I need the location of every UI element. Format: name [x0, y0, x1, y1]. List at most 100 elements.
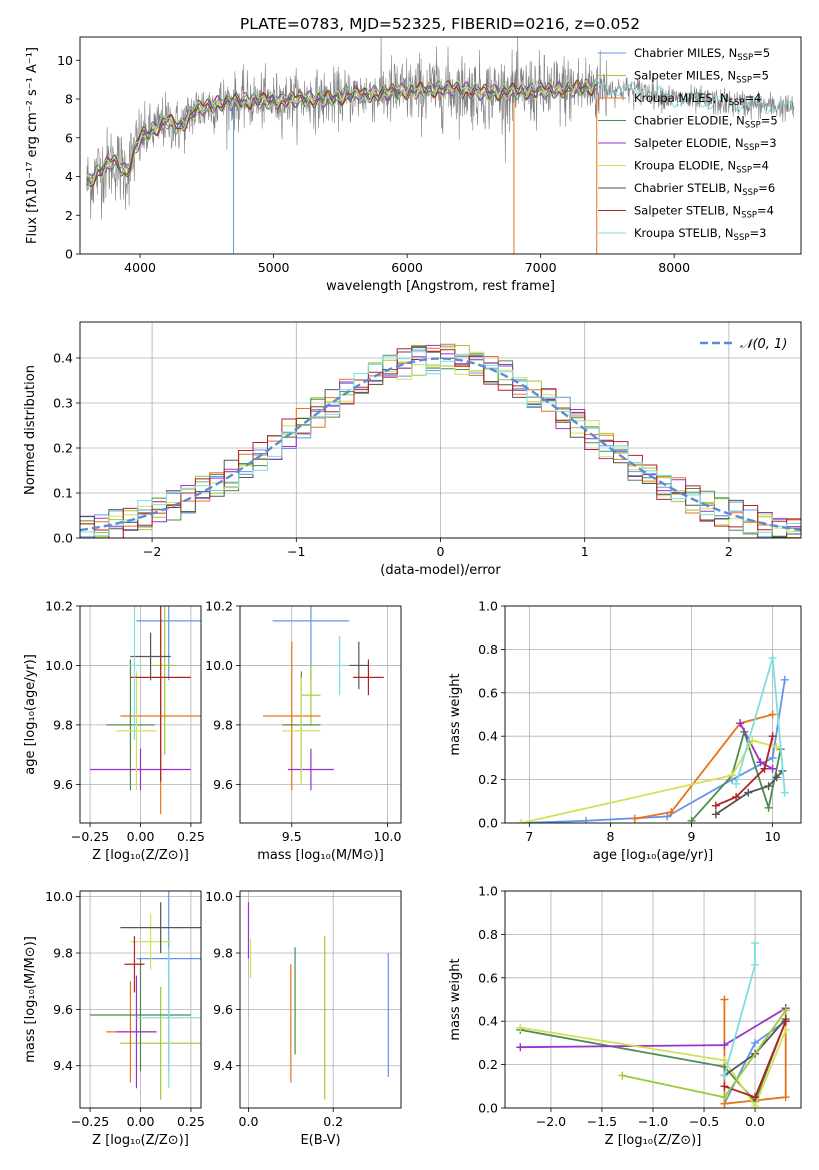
mass-weight-marker: [720, 1082, 729, 1091]
error-bar-point: [90, 748, 191, 791]
y-tick-label: 0.0: [478, 816, 498, 831]
mass-weight-marker: [516, 1043, 525, 1052]
mass-weight-marker: [720, 1071, 729, 1080]
mass-weight-marker: [780, 675, 789, 684]
x-tick-label: −2: [143, 544, 161, 559]
y-tick-label: 6: [65, 130, 73, 145]
x-tick-label: −1.5: [587, 1114, 617, 1129]
y-axis-label: mass weight: [448, 958, 463, 1040]
legend-entry: Kroupa MILES, NSSP=4: [634, 91, 761, 108]
x-axis-label: (data-model)/error: [380, 563, 501, 578]
y-tick-label: 9.6: [213, 777, 233, 792]
axes-frame: [504, 605, 802, 824]
y-tick-label: 9.6: [53, 777, 73, 792]
error-bar-point: [130, 913, 171, 970]
mass-weight-marker: [517, 819, 526, 823]
residuals-plot-area: [80, 343, 801, 538]
x-tick-label: 9: [688, 829, 696, 844]
y-tick-label: 10: [57, 53, 73, 68]
mass-weight-marker: [720, 1093, 729, 1102]
y-tick-label: 0.4: [478, 729, 498, 744]
mass-weight-marker: [744, 788, 753, 797]
axes-frame: [79, 890, 202, 1109]
y-tick-label: 9.6: [53, 1002, 73, 1017]
legend-entry: Chabrier MILES, NSSP=5: [634, 46, 770, 63]
mass-weight-series: [634, 713, 773, 820]
spectrum-panel: 4000 5000 6000 7000 8000 0 2 4 6 8 10 wavelength [A…: [25, 36, 802, 294]
mass-weight-marker: [630, 814, 639, 823]
x-tick-label: 0.00: [127, 1114, 155, 1129]
mass-weight-marker: [732, 779, 741, 788]
error-bar-point: [301, 665, 321, 725]
x-tick-label: −1.0: [638, 1114, 668, 1129]
mass-weight-marker: [516, 1023, 525, 1032]
x-tick-label: 4000: [124, 260, 156, 275]
mass-weight-marker: [751, 1093, 760, 1102]
error-bar-point: [120, 902, 201, 953]
mass-vs-ebv-plot-area: [247, 902, 389, 1100]
x-tick-label: −1: [287, 544, 305, 559]
mass-weight-marker: [768, 764, 777, 773]
error-bar-point: [116, 975, 157, 1089]
y-tick-label: 2: [65, 208, 73, 223]
mass-weight-marker: [751, 1101, 760, 1108]
normal-reference-curve: [80, 357, 801, 532]
y-tick-label: 10.0: [205, 658, 233, 673]
mass-vs-Z-panel: −0.25 0.00 0.25 9.4 9.6 9.8 10.0 Z [log₁₀(Z/Z⊙)…: [23, 889, 205, 1148]
error-bar-point: [120, 986, 201, 1100]
y-tick-label: 1.0: [478, 599, 498, 614]
mass-weight-marker: [720, 1056, 729, 1065]
legend-entry: Chabrier ELODIE, NSSP=5: [634, 114, 778, 131]
mass-weight-marker: [751, 939, 760, 948]
x-tick-label: 5000: [258, 260, 290, 275]
x-axis-label: Z [log₁₀(Z/Z⊙)]: [92, 1133, 189, 1148]
error-bar-point: [333, 635, 346, 696]
mass-weight-marker: [732, 792, 741, 801]
weight-vs-age-plot-area: [517, 654, 789, 823]
y-tick-label: 10.0: [45, 889, 73, 904]
figure-title: PLATE=0783, MJD=52325, FIBERID=0216, z=0…: [240, 15, 640, 33]
x-tick-label: 7: [525, 829, 533, 844]
mass-weight-marker: [720, 995, 729, 1004]
y-tick-label: 0: [65, 247, 73, 262]
mass-weight-marker: [772, 773, 781, 782]
mass-weight-marker: [768, 654, 777, 663]
y-tick-label: 0.8: [478, 927, 498, 942]
x-tick-label: 9.5: [282, 829, 302, 844]
y-tick-label: 9.8: [53, 717, 73, 732]
error-bar-point: [263, 641, 321, 791]
mass-weight-marker: [760, 764, 769, 773]
legend-entry: Kroupa STELIB, NSSP=3: [634, 226, 766, 243]
x-tick-label: −0.25: [71, 1114, 109, 1129]
mass-weight-marker: [751, 960, 760, 969]
model-line: [86, 78, 597, 179]
x-tick-label: 0.25: [177, 1114, 205, 1129]
x-tick-label: 8: [606, 829, 614, 844]
age-vs-Z-plot-area: [90, 606, 201, 815]
mass-weight-marker: [728, 771, 737, 780]
legend-entry: Salpeter MILES, NSSP=5: [634, 69, 769, 86]
mass-weight-marker: [780, 788, 789, 797]
mass-weight-marker: [663, 812, 672, 821]
mass-weight-series: [521, 739, 777, 823]
y-tick-label: 9.8: [53, 946, 73, 961]
x-tick-label: 10: [765, 829, 781, 844]
x-tick-label: 0.25: [177, 829, 205, 844]
y-tick-label: 0.1: [53, 486, 73, 501]
y-tick-label: 10.0: [205, 889, 233, 904]
y-tick-label: 10.0: [45, 658, 73, 673]
x-tick-label: −2.0: [536, 1114, 566, 1129]
y-tick-label: 0.0: [478, 1101, 498, 1116]
legend-entry: Kroupa ELODIE, NSSP=4: [634, 159, 769, 176]
axes-frame: [504, 890, 802, 1109]
mass-weight-marker: [720, 1041, 729, 1050]
mass-weight-marker: [667, 808, 676, 817]
x-tick-label: −0.5: [689, 1114, 719, 1129]
error-bar-point: [349, 641, 369, 690]
y-tick-label: 9.8: [213, 946, 233, 961]
y-tick-label: 0.4: [478, 1014, 498, 1029]
y-axis-label: mass weight: [448, 673, 463, 755]
error-bar-point: [272, 606, 350, 681]
mass-weight-marker: [781, 1017, 790, 1026]
